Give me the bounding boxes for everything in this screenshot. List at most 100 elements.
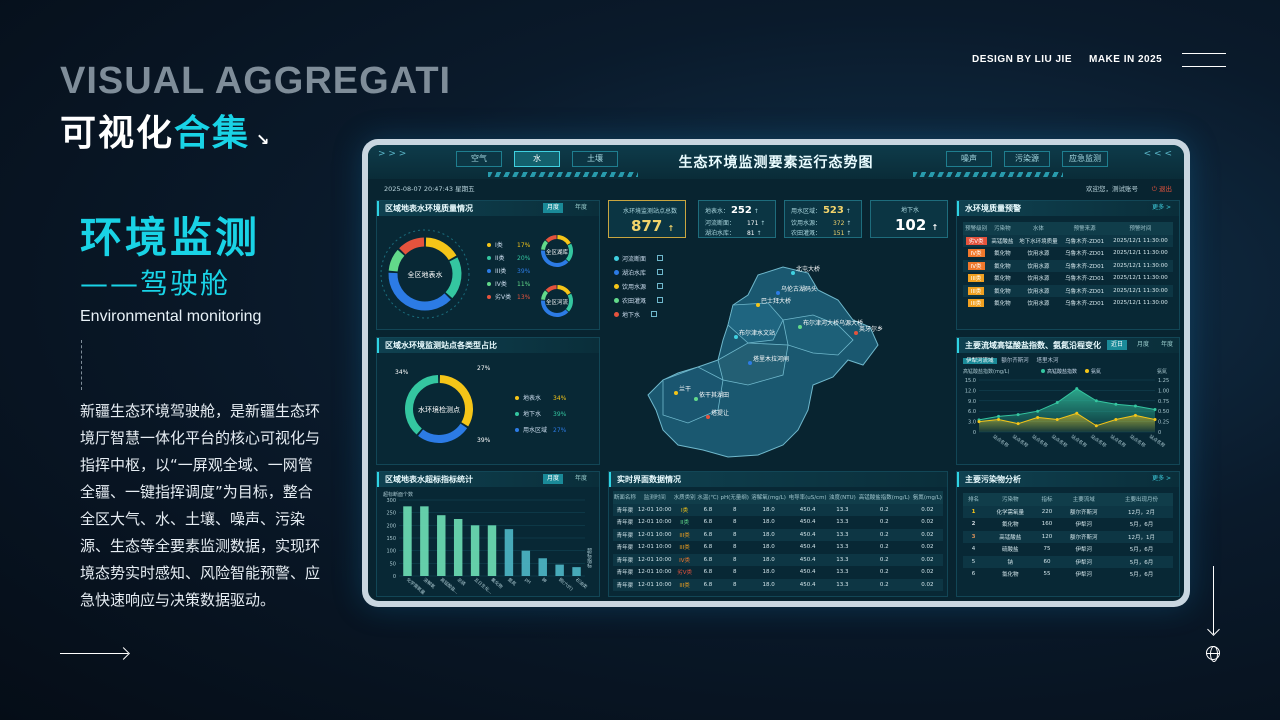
table-cell: 0.02 [921, 544, 934, 551]
tab-noise[interactable]: 噪声 [946, 151, 992, 167]
table-row[interactable]: 青年渠 12-01 10:00 III类 6.8 8 18.0 450.4 13.3 0.2 0.… [613, 541, 943, 554]
table-cell: 0.02 [911, 578, 943, 591]
xinjiang-map[interactable]: 北屯大桥乌伦古湖码头巴士拜大桥布尔津河大桥乌源大桥英牙尔乡布尔津水文站塔里木拉河… [608, 245, 948, 467]
table-row[interactable]: III类 氟化物 饮用水源 乌鲁木齐-ZD01 2025/12/1 11:30:00 [963, 272, 1173, 285]
table-header: 污染物 [989, 222, 1016, 235]
table-row[interactable]: 青年渠 12-01 10:00 III类 6.8 8 18.0 450.4 13.3 0.2 0.… [613, 528, 943, 541]
map-legend-item[interactable]: 饮用水源 [614, 279, 664, 293]
panel-title: 区域地表水超标指标统计 月度 年度 [377, 472, 599, 487]
table-row[interactable]: 3 高锰酸盐 120 额尔齐斯河 12月，1月 [963, 530, 1173, 543]
table-row[interactable]: 青年渠 12-01 10:00 劣V类 6.8 8 18.0 450.4 13.3 0.2 0.0… [613, 566, 943, 579]
legend-pct: 20% [517, 255, 531, 262]
table-cell: 0.02 [921, 569, 934, 576]
table-row[interactable]: 青年渠 12-01 10:00 IV类 6.8 8 18.0 450.4 13.3 0.2 0.0… [613, 553, 943, 566]
table-header: 预警来源 [1061, 222, 1108, 235]
table-row[interactable]: 1 化学需氧量 220 额尔齐斯河 12月，2月 [963, 505, 1173, 518]
trend-point-cod-9 [1153, 407, 1157, 411]
month-toggle[interactable]: 月度 [542, 203, 563, 213]
chevrons-left-icon: < < < [1143, 149, 1172, 159]
table-row[interactable]: 青年渠 12-01 10:00 III类 6.8 8 18.0 450.4 13.3 0.2 0.… [613, 578, 943, 591]
table-row[interactable]: 6 氯化物 55 伊犁河 5月，6月 [963, 568, 1173, 581]
map-legend-item[interactable]: 农田灌溉 [614, 293, 664, 307]
surface-label: 地表水： [705, 208, 730, 215]
pollutant-table-wrap: 排名 污染物 指标 主要流域 主要出现月份 1 化学需氧量 220 额尔齐斯河 12月，2月 2 氟化… [957, 487, 1179, 581]
trend-left-axis: 高锰酸盐指数(mg/L) [963, 368, 1009, 375]
dashboard-screen: > > > < < < 空气 水 土壤 生态环境监测要素运行态势图 噪声 污染源… [368, 145, 1184, 601]
trend-x-label: 站点名称 [1050, 433, 1069, 449]
day-toggle[interactable]: 近日 [1106, 340, 1127, 350]
table-cell: 0.02 [911, 528, 943, 541]
cn-title-a: 可视化 [60, 113, 175, 154]
globe-icon[interactable] [1206, 646, 1220, 662]
month-toggle[interactable]: 月度 [542, 474, 563, 484]
table-cell: 8 [719, 553, 751, 566]
trend-x-label: 站点名称 [1109, 433, 1128, 449]
trend-y-tick: 12.0 [965, 388, 976, 394]
table-row[interactable]: 4 硫酸盐 75 伊犁河 5月，6月 [963, 543, 1173, 556]
tab-water[interactable]: 水 [514, 151, 560, 167]
table-cell: 劣V类 [677, 570, 692, 577]
trend-point-cod-8 [1133, 404, 1137, 408]
table-cell: 乌鲁木齐-ZD01 [1065, 251, 1105, 258]
trend-y2-tick: 0 [1158, 430, 1161, 436]
checkbox[interactable] [657, 283, 664, 289]
river-value: 171 [746, 220, 759, 227]
table-row[interactable]: 青年渠 12-01 10:00 I类 6.8 8 18.0 450.4 13.3 0.2 0.02 [613, 503, 943, 516]
bar-y-title: 超标断面个数 [383, 491, 413, 498]
year-toggle[interactable]: 年度 [1160, 341, 1173, 348]
checkbox[interactable] [657, 297, 664, 303]
table-row[interactable]: 5 钠 60 伊犁河 5月，6月 [963, 555, 1173, 568]
year-toggle[interactable]: 年度 [574, 204, 587, 211]
table-cell: 乌鲁木齐-ZD01 [1065, 276, 1105, 283]
dashboard-title: 生态环境监测要素运行态势图 [678, 155, 874, 171]
checkbox[interactable] [657, 269, 664, 275]
checkbox[interactable] [651, 311, 658, 317]
tab-soil[interactable]: 土壤 [572, 151, 618, 167]
logout-button[interactable]: ⏻ 退出 [1151, 185, 1172, 193]
menu-icon[interactable] [1182, 53, 1226, 67]
trend-point-cod-6 [1094, 399, 1098, 403]
legend-dot [515, 396, 519, 400]
table-row[interactable]: IV类 氟化物 饮用水源 乌鲁木齐-ZD01 2025/12/1 11:30:00 [963, 259, 1173, 272]
map-label-5: 布尔津水文站 [739, 329, 775, 337]
pollutant-more-link[interactable]: 更多 > [1152, 475, 1171, 482]
table-row[interactable]: III类 氟化物 饮用水源 乌鲁木齐-ZD01 2025/12/1 11:30:00 [963, 284, 1173, 297]
river-tab-1[interactable]: 伊犁河流域 [963, 358, 997, 364]
cn-title-b: 合集 [174, 113, 251, 154]
ground-value: 102 [895, 216, 927, 234]
table-cell: 0.2 [856, 553, 912, 566]
bar-x-label: 溶解氧 [422, 576, 437, 590]
surface-row: 地表水： 252 ↑ [705, 205, 759, 216]
map-pin-icon [614, 297, 619, 303]
welcome-text: 欢迎您，测试账号 [1086, 185, 1138, 193]
table-row[interactable]: III类 氟化物 饮用水源 乌鲁木齐-ZD01 2025/12/1 11:30:00 [963, 297, 1173, 310]
table-cell: 青年渠 [613, 578, 637, 591]
table-cell: 13.3 [828, 528, 857, 541]
table-row[interactable]: 2 氟化物 160 伊犁河 5月，6月 [963, 518, 1173, 531]
river-tab-2[interactable]: 额尔齐斯河 [1001, 358, 1029, 364]
sub-bar: 2025-08-07 20:47:43 星期五 欢迎您，测试账号 ⏻ 退出 [368, 179, 1184, 193]
map-legend-item[interactable]: 河流断面 [614, 251, 664, 265]
bar-y-tick: 0 [393, 574, 396, 580]
table-cell: II类 [680, 520, 689, 527]
table-row[interactable]: 劣V类 高锰酸盐 地下水环境质量 乌鲁木齐-ZD01 2025/12/1 11:30:0… [963, 234, 1173, 247]
year-toggle[interactable]: 年度 [574, 475, 587, 482]
river-tab-3[interactable]: 塔里木河 [1036, 358, 1059, 364]
tab-pollution-source[interactable]: 污染源 [1004, 151, 1050, 167]
table-cell: 2025/12/1 11:30:00 [1113, 300, 1168, 307]
legend-dot [487, 282, 491, 286]
table-row[interactable]: IV类 氟化物 饮用水源 乌鲁木齐-ZD01 2025/12/1 11:30:00 [963, 247, 1173, 260]
month-toggle[interactable]: 月度 [1136, 341, 1149, 348]
table-cell: 伊犁河 [1057, 555, 1110, 568]
map-legend-item[interactable]: 地下水 [614, 307, 663, 321]
table-row[interactable]: 青年渠 12-01 10:00 II类 6.8 8 18.0 450.4 13.3 0.2 0.0… [613, 516, 943, 529]
table-cell: 12-01 10:00 [636, 503, 673, 516]
map-legend-item[interactable]: 湖泊水库 [614, 265, 664, 279]
table-cell: 6.8 [696, 528, 720, 541]
alert-more-link[interactable]: 更多 > [1152, 204, 1171, 211]
checkbox[interactable] [657, 255, 664, 261]
tab-air[interactable]: 空气 [456, 151, 502, 167]
tab-emergency[interactable]: 应急监测 [1062, 151, 1108, 167]
table-cell: 6.8 [696, 553, 720, 566]
panel-exceed-stats: 区域地表水超标指标统计 月度 年度 超标断面个数 超标指标 300 250 200 1… [376, 471, 600, 597]
